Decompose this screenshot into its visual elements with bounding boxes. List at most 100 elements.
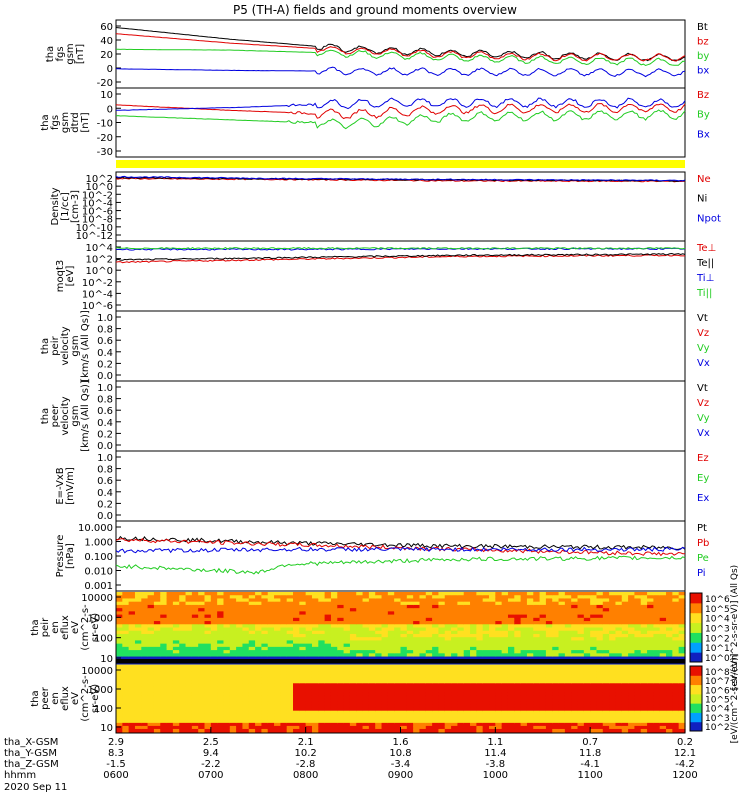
heatmap-cell (596, 633, 604, 638)
colorbar-tick-label: 10^4 (705, 615, 730, 625)
heatmap-cell (394, 643, 402, 648)
heatmap-cell (482, 671, 490, 675)
y-tick-label: 0.100 (84, 552, 113, 563)
heatmap-cell (457, 640, 465, 645)
heatmap-cell (571, 656, 579, 661)
heatmap-cell (198, 643, 206, 648)
heatmap-cell (172, 617, 180, 622)
heatmap-cell (116, 592, 123, 596)
heatmap-cell (229, 707, 237, 712)
heatmap-cell (653, 704, 661, 709)
heatmap-cell (394, 608, 402, 612)
heatmap-cell (343, 686, 351, 690)
heatmap-cell (122, 716, 130, 721)
heatmap-cell (381, 608, 389, 612)
heatmap-cell (223, 722, 231, 727)
heatmap-cell (640, 598, 648, 603)
heatmap-cell (640, 653, 648, 658)
heatmap-cell (210, 689, 218, 694)
heatmap-cell (368, 722, 376, 727)
heatmap-cell (191, 674, 199, 678)
heatmap-cell (647, 680, 654, 684)
heatmap-cell (362, 713, 370, 718)
heatmap-cell (451, 643, 458, 648)
heatmap-cell (476, 624, 484, 629)
heatmap-cell (356, 595, 364, 600)
heatmap-cell (653, 614, 661, 619)
heatmap-cell (356, 630, 364, 635)
heatmap-cell (590, 719, 598, 724)
heatmap-cell (539, 692, 547, 697)
heatmap-cell (501, 595, 509, 600)
heatmap-cell (659, 722, 667, 727)
heatmap-cell (425, 592, 433, 596)
heatmap-cell (507, 719, 515, 724)
heatmap-cell (444, 680, 452, 684)
heatmap-cell (425, 640, 433, 645)
heatmap-cell (217, 716, 225, 721)
heatmap-cell (482, 643, 490, 648)
heatmap-cell (640, 646, 648, 651)
heatmap-cell (217, 656, 225, 661)
heatmap-cell (191, 630, 199, 635)
heatmap-cell (274, 689, 281, 694)
heatmap-cell (444, 725, 452, 730)
heatmap-cell (590, 637, 598, 642)
heatmap-cell (311, 719, 319, 724)
heatmap-cell (141, 614, 149, 619)
heatmap-cell (539, 707, 547, 712)
heatmap-cell (229, 686, 237, 690)
heatmap-cell (507, 595, 515, 600)
heatmap-cell (577, 713, 585, 718)
heatmap-cell (432, 621, 440, 625)
heatmap-cell (419, 656, 427, 661)
heatmap-cell (647, 646, 654, 651)
heatmap-cell (495, 728, 503, 733)
heatmap-cell (425, 617, 433, 622)
heatmap-cell (463, 617, 471, 622)
heatmap-cell (533, 650, 541, 654)
heatmap-cell (659, 698, 667, 703)
heatmap-cell (457, 722, 465, 727)
heatmap-cell (299, 617, 307, 622)
heatmap-cell (602, 683, 610, 687)
heatmap-cell (596, 604, 604, 609)
heatmap-cell (406, 680, 414, 684)
heatmap-cell (514, 692, 522, 697)
heatmap-cell (362, 595, 370, 600)
heatmap-cell (596, 674, 604, 678)
heatmap-cell (267, 640, 275, 645)
heatmap-cell (552, 716, 560, 721)
heatmap-cell (223, 633, 231, 638)
heatmap-cell (330, 633, 338, 638)
heatmap-cell (293, 692, 300, 697)
heatmap-cell (324, 701, 332, 706)
heatmap-cell (564, 633, 572, 638)
y-tick-label: 10^-6 (82, 301, 113, 312)
heatmap-cell (590, 671, 598, 675)
heatmap-cell (432, 627, 440, 632)
heatmap-cell (204, 621, 212, 625)
heatmap-cell (362, 692, 370, 697)
heatmap-cell (299, 595, 307, 600)
heatmap-cell (425, 621, 433, 625)
heatmap-cell (577, 722, 585, 727)
heatmap-cell (552, 624, 560, 629)
heatmap-cell (267, 604, 275, 609)
heatmap-cell (248, 592, 256, 596)
heatmap-cell (153, 698, 161, 703)
heatmap-cell (666, 680, 673, 684)
heatmap-cell (286, 640, 294, 645)
heatmap-cell (172, 710, 180, 715)
heatmap-cell (280, 595, 288, 600)
heatmap-cell (261, 686, 269, 690)
heatmap-cell (179, 719, 187, 724)
heatmap-cell (425, 650, 433, 654)
heatmap-cell (526, 698, 534, 703)
heatmap-cell (621, 728, 629, 733)
heatmap-cell (444, 707, 452, 712)
heatmap-cell (539, 637, 547, 642)
heatmap-cell (495, 680, 503, 684)
heatmap-cell (539, 627, 547, 632)
heatmap-cell (198, 710, 206, 715)
